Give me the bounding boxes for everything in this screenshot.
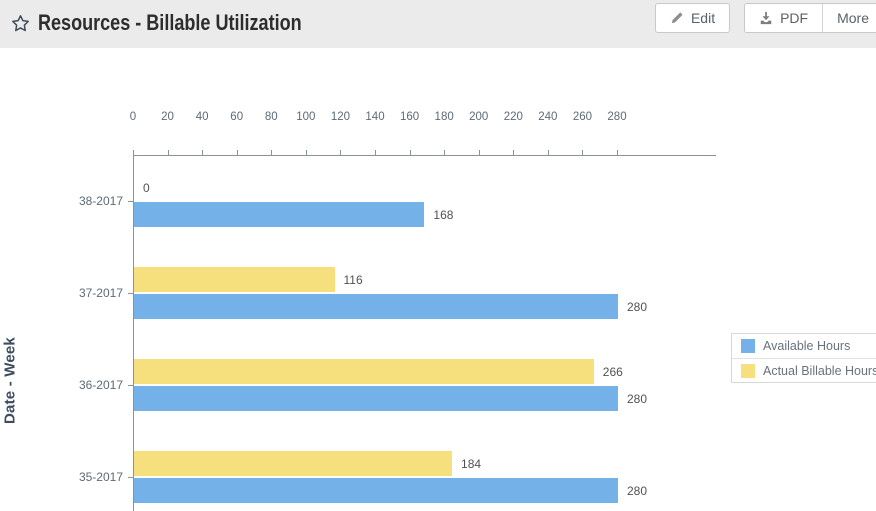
edit-button[interactable]: Edit bbox=[654, 3, 731, 33]
bar-value-label: 280 bbox=[627, 483, 648, 498]
x-axis-tick-label: 280 bbox=[607, 111, 627, 123]
report-header: Resources - Billable Utilization Edit bbox=[0, 0, 876, 48]
pdf-button-label: PDF bbox=[780, 10, 809, 26]
available-hours-bar[interactable] bbox=[134, 294, 618, 319]
edit-button-label: Edit bbox=[690, 10, 716, 26]
legend-swatch bbox=[741, 363, 755, 378]
x-axis-tick-label: 200 bbox=[469, 111, 489, 123]
y-axis-line bbox=[133, 155, 134, 511]
x-axis-tick-label: 80 bbox=[264, 111, 278, 123]
header-title-block: Resources - Billable Utilization bbox=[0, 0, 360, 40]
x-axis-tick-label: 20 bbox=[161, 111, 174, 123]
category-label: 36-2017 bbox=[78, 378, 123, 392]
x-axis-tick bbox=[547, 150, 549, 155]
legend-swatch bbox=[741, 339, 755, 353]
x-axis-tick-label: 40 bbox=[195, 111, 209, 123]
x-axis-line bbox=[133, 155, 716, 156]
x-axis-tick-label: 180 bbox=[434, 111, 454, 123]
category-label: 35-2017 bbox=[78, 470, 123, 484]
more-button[interactable]: More bbox=[822, 4, 876, 32]
y-axis-tick bbox=[128, 385, 133, 386]
actual-billable-bar[interactable] bbox=[134, 267, 335, 292]
pencil-icon bbox=[670, 11, 684, 25]
export-button-group: PDF More bbox=[744, 3, 876, 33]
x-axis-tick-label: 0 bbox=[129, 111, 137, 123]
x-axis-tick bbox=[582, 150, 584, 155]
category-label: 37-2017 bbox=[78, 286, 123, 300]
x-axis-tick bbox=[617, 150, 618, 155]
bar-value-label: 168 bbox=[433, 207, 454, 222]
favorite-star-icon[interactable] bbox=[8, 11, 32, 35]
bar-value-label: 280 bbox=[627, 391, 648, 406]
actual-billable-bar[interactable] bbox=[134, 451, 453, 476]
x-axis-tick-label: 60 bbox=[230, 111, 244, 123]
x-axis-tick bbox=[305, 150, 307, 155]
header-actions: Edit PDF More bbox=[654, 3, 876, 33]
legend-label: Available Hours bbox=[763, 339, 851, 353]
pdf-button[interactable]: PDF bbox=[745, 4, 823, 32]
more-button-label: More bbox=[837, 10, 869, 26]
x-axis-tick bbox=[271, 150, 273, 155]
bar-value-label: 116 bbox=[343, 272, 363, 287]
y-axis-tick bbox=[128, 477, 133, 478]
x-axis-tick bbox=[444, 150, 446, 155]
billable-utilization-chart: 0 20 40 60 80 100 120 140 160 180 200 220 240 260 280 3… bbox=[0, 48, 876, 511]
x-axis-tick bbox=[236, 150, 238, 155]
chart-legend: Available Hours Actual Billable Hours bbox=[731, 333, 876, 383]
y-axis-tick bbox=[128, 293, 133, 294]
x-axis-tick-label: 220 bbox=[503, 111, 523, 123]
available-hours-bar[interactable] bbox=[134, 478, 618, 503]
legend-item[interactable]: Available Hours bbox=[732, 334, 876, 358]
legend-item[interactable]: Actual Billable Hours bbox=[732, 358, 876, 382]
legend-label: Actual Billable Hours bbox=[763, 363, 876, 378]
page-title: Resources - Billable Utilization bbox=[38, 10, 302, 35]
actual-billable-bar[interactable] bbox=[134, 359, 594, 384]
x-axis-tick-label: 100 bbox=[296, 111, 316, 123]
x-axis-tick bbox=[133, 150, 134, 155]
y-axis-tick bbox=[128, 201, 133, 202]
x-axis-tick bbox=[478, 150, 480, 155]
download-icon bbox=[759, 11, 773, 25]
x-axis-tick-label: 140 bbox=[365, 111, 385, 123]
category-label: 38-2017 bbox=[78, 194, 123, 208]
x-axis-tick-label: 120 bbox=[330, 111, 351, 123]
bar-value-label: 184 bbox=[461, 456, 482, 471]
bar-value-label: 0 bbox=[143, 180, 150, 195]
x-axis-tick-label: 160 bbox=[399, 111, 420, 123]
x-axis-tick-label: 260 bbox=[572, 111, 593, 123]
x-axis-tick bbox=[409, 150, 411, 155]
x-axis-tick bbox=[375, 150, 376, 155]
y-axis-title: Date - Week bbox=[1, 337, 19, 424]
available-hours-bar[interactable] bbox=[134, 202, 425, 227]
x-axis-tick-label: 240 bbox=[538, 111, 558, 123]
x-axis-tick bbox=[340, 150, 342, 155]
x-axis-tick bbox=[513, 150, 515, 155]
bar-value-label: 266 bbox=[602, 364, 623, 379]
available-hours-bar[interactable] bbox=[134, 386, 618, 411]
x-axis-tick bbox=[167, 150, 169, 155]
x-axis-tick bbox=[202, 150, 204, 155]
bar-value-label: 280 bbox=[627, 299, 648, 314]
